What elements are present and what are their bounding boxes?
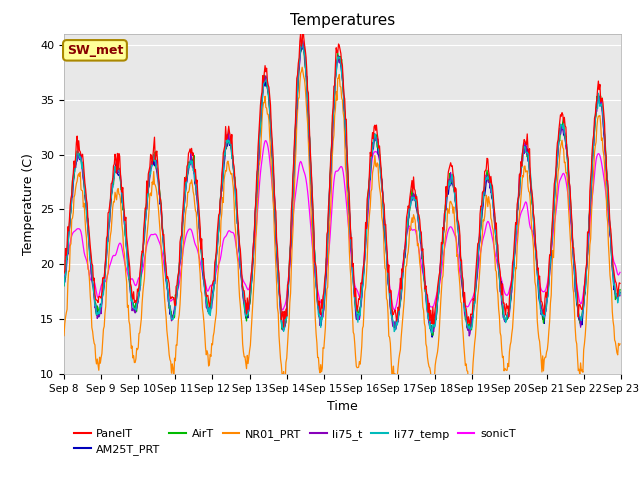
- X-axis label: Time: Time: [327, 400, 358, 413]
- Title: Temperatures: Temperatures: [290, 13, 395, 28]
- Legend: PanelT, AM25T_PRT, AirT, NR01_PRT, li75_t, li77_temp, sonicT: PanelT, AM25T_PRT, AirT, NR01_PRT, li75_…: [70, 424, 520, 460]
- Y-axis label: Temperature (C): Temperature (C): [22, 153, 35, 255]
- Text: SW_met: SW_met: [67, 44, 123, 57]
